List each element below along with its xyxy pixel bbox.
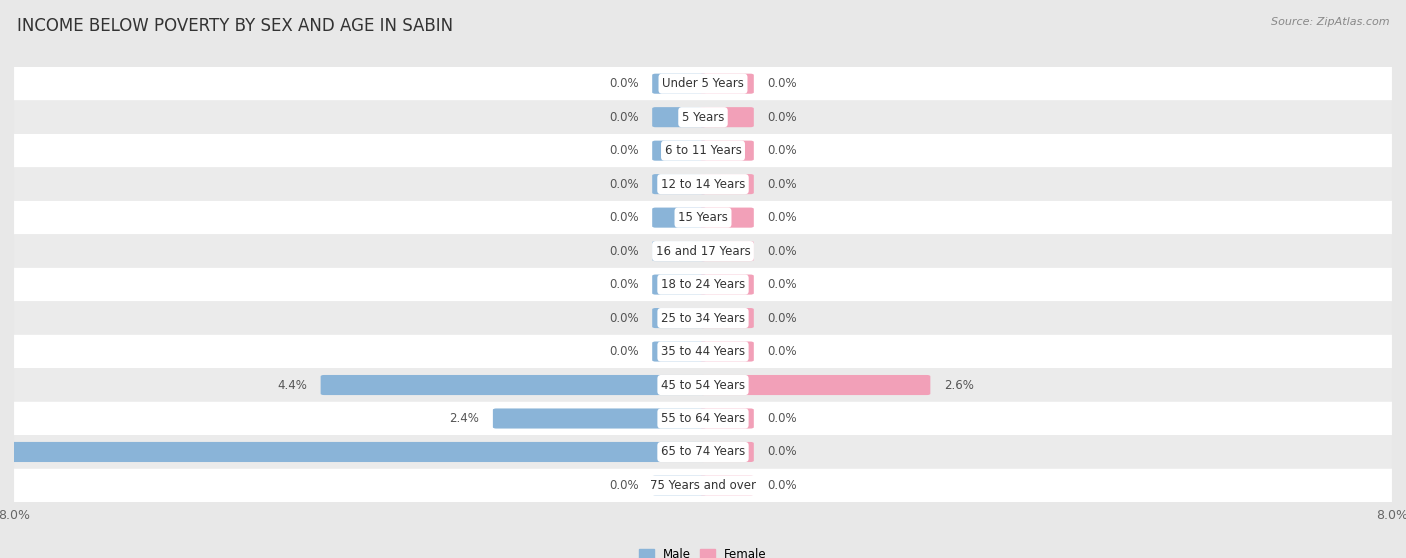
FancyBboxPatch shape	[700, 341, 754, 362]
Text: 4.4%: 4.4%	[277, 378, 307, 392]
FancyBboxPatch shape	[321, 375, 706, 395]
FancyBboxPatch shape	[700, 74, 754, 94]
FancyBboxPatch shape	[14, 402, 1392, 435]
FancyBboxPatch shape	[652, 74, 706, 94]
Text: 0.0%: 0.0%	[768, 110, 797, 124]
Text: 15 Years: 15 Years	[678, 211, 728, 224]
FancyBboxPatch shape	[14, 100, 1392, 134]
FancyBboxPatch shape	[700, 141, 754, 161]
Text: 0.0%: 0.0%	[609, 177, 638, 191]
Text: Source: ZipAtlas.com: Source: ZipAtlas.com	[1271, 17, 1389, 27]
FancyBboxPatch shape	[14, 335, 1392, 368]
FancyBboxPatch shape	[652, 107, 706, 127]
Text: 55 to 64 Years: 55 to 64 Years	[661, 412, 745, 425]
Text: 0.0%: 0.0%	[609, 244, 638, 258]
Text: 12 to 14 Years: 12 to 14 Years	[661, 177, 745, 191]
Text: 0.0%: 0.0%	[768, 479, 797, 492]
FancyBboxPatch shape	[700, 107, 754, 127]
FancyBboxPatch shape	[700, 174, 754, 194]
Text: 0.0%: 0.0%	[609, 77, 638, 90]
FancyBboxPatch shape	[14, 469, 1392, 502]
Text: 0.0%: 0.0%	[768, 412, 797, 425]
Text: 5 Years: 5 Years	[682, 110, 724, 124]
FancyBboxPatch shape	[652, 141, 706, 161]
Text: 0.0%: 0.0%	[768, 77, 797, 90]
FancyBboxPatch shape	[652, 174, 706, 194]
Text: 6 to 11 Years: 6 to 11 Years	[665, 144, 741, 157]
FancyBboxPatch shape	[14, 167, 1392, 201]
FancyBboxPatch shape	[14, 301, 1392, 335]
FancyBboxPatch shape	[11, 442, 706, 462]
Text: 35 to 44 Years: 35 to 44 Years	[661, 345, 745, 358]
FancyBboxPatch shape	[494, 408, 706, 429]
Text: 65 to 74 Years: 65 to 74 Years	[661, 445, 745, 459]
FancyBboxPatch shape	[14, 134, 1392, 167]
FancyBboxPatch shape	[14, 234, 1392, 268]
Text: 0.0%: 0.0%	[768, 211, 797, 224]
FancyBboxPatch shape	[652, 275, 706, 295]
Legend: Male, Female: Male, Female	[634, 543, 772, 558]
Text: 0.0%: 0.0%	[609, 278, 638, 291]
FancyBboxPatch shape	[14, 268, 1392, 301]
Text: 0.0%: 0.0%	[768, 311, 797, 325]
FancyBboxPatch shape	[700, 308, 754, 328]
Text: 2.6%: 2.6%	[945, 378, 974, 392]
Text: 0.0%: 0.0%	[768, 278, 797, 291]
Text: 2.4%: 2.4%	[450, 412, 479, 425]
Text: 0.0%: 0.0%	[609, 311, 638, 325]
FancyBboxPatch shape	[700, 442, 754, 462]
Text: 18 to 24 Years: 18 to 24 Years	[661, 278, 745, 291]
FancyBboxPatch shape	[652, 341, 706, 362]
Text: 75 Years and over: 75 Years and over	[650, 479, 756, 492]
Text: 0.0%: 0.0%	[768, 445, 797, 459]
Text: 16 and 17 Years: 16 and 17 Years	[655, 244, 751, 258]
FancyBboxPatch shape	[700, 208, 754, 228]
Text: Under 5 Years: Under 5 Years	[662, 77, 744, 90]
FancyBboxPatch shape	[700, 408, 754, 429]
FancyBboxPatch shape	[652, 308, 706, 328]
FancyBboxPatch shape	[652, 241, 706, 261]
Text: 0.0%: 0.0%	[768, 244, 797, 258]
FancyBboxPatch shape	[700, 275, 754, 295]
Text: 0.0%: 0.0%	[609, 110, 638, 124]
Text: 0.0%: 0.0%	[768, 177, 797, 191]
FancyBboxPatch shape	[700, 241, 754, 261]
FancyBboxPatch shape	[700, 375, 931, 395]
Text: 0.0%: 0.0%	[609, 211, 638, 224]
FancyBboxPatch shape	[14, 368, 1392, 402]
Text: 45 to 54 Years: 45 to 54 Years	[661, 378, 745, 392]
FancyBboxPatch shape	[652, 475, 706, 496]
FancyBboxPatch shape	[14, 67, 1392, 100]
Text: 0.0%: 0.0%	[768, 345, 797, 358]
FancyBboxPatch shape	[14, 435, 1392, 469]
Text: 0.0%: 0.0%	[609, 479, 638, 492]
Text: INCOME BELOW POVERTY BY SEX AND AGE IN SABIN: INCOME BELOW POVERTY BY SEX AND AGE IN S…	[17, 17, 453, 35]
FancyBboxPatch shape	[652, 208, 706, 228]
FancyBboxPatch shape	[14, 201, 1392, 234]
Text: 0.0%: 0.0%	[768, 144, 797, 157]
Text: 0.0%: 0.0%	[609, 144, 638, 157]
Text: 0.0%: 0.0%	[609, 345, 638, 358]
Text: 25 to 34 Years: 25 to 34 Years	[661, 311, 745, 325]
FancyBboxPatch shape	[700, 475, 754, 496]
